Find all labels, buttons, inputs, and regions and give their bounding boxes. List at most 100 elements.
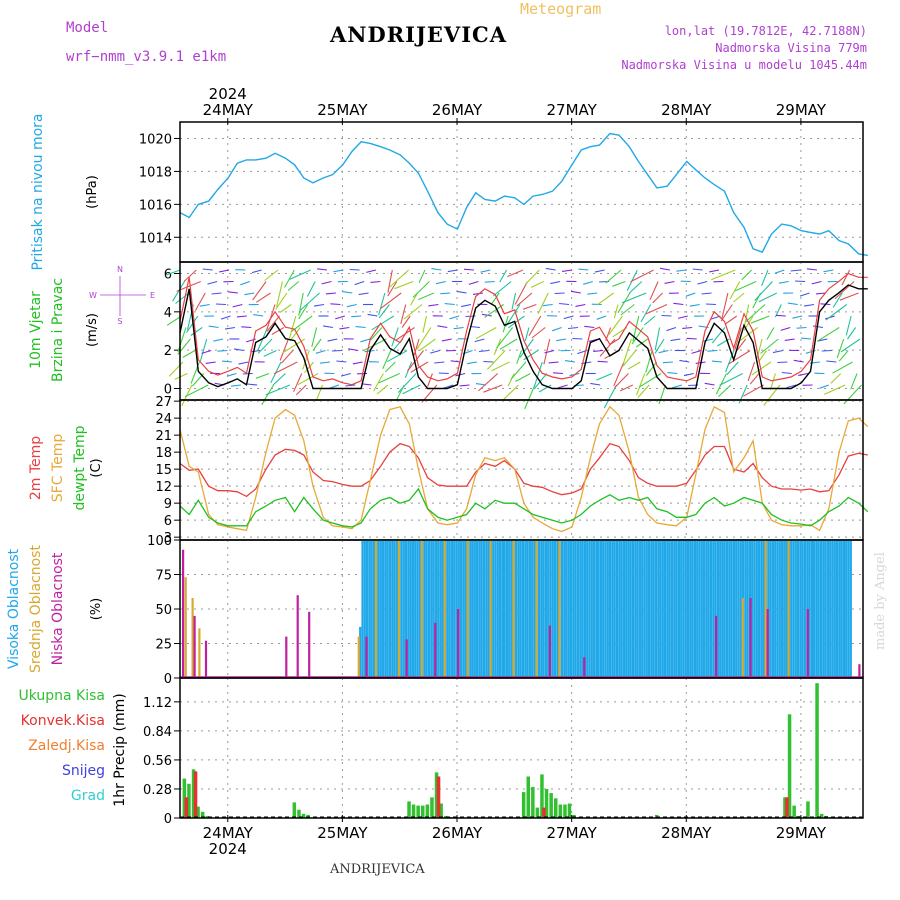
wind-arrow	[677, 315, 688, 319]
wind-arrow	[570, 290, 581, 294]
cloud-bar-0	[760, 540, 763, 678]
wind-arrow	[786, 384, 797, 389]
wind-arrow	[511, 292, 517, 310]
wind-arrow	[166, 269, 181, 276]
wind-arrow	[750, 315, 770, 324]
cloud-bar-0	[593, 540, 596, 678]
wind-arrow	[211, 292, 222, 295]
cloud-bar-0	[824, 540, 827, 678]
wind-arrow	[830, 373, 842, 384]
wind-arrow	[652, 292, 663, 304]
bottom-day-label: 27MAY	[547, 824, 598, 842]
cloud-bar-0	[414, 540, 417, 678]
wind-arrow	[630, 269, 654, 283]
wind-arrow	[182, 350, 196, 358]
wind-arrow	[333, 269, 344, 273]
precip-bar-0	[554, 798, 558, 818]
credit-label: made by Angel	[873, 552, 888, 650]
wind-arrow	[444, 303, 455, 306]
wind-arrow	[247, 383, 258, 386]
wind-arrow	[401, 315, 411, 328]
wind-arrow	[453, 326, 464, 330]
precip-bar-1	[542, 807, 546, 818]
wind-arrow	[499, 338, 518, 350]
wind-arrow	[640, 304, 652, 323]
cloud-bar-0	[654, 540, 658, 678]
wind-arrow	[481, 313, 492, 317]
wind-arrow	[777, 361, 788, 364]
wind-arrow	[354, 280, 365, 286]
precip-bar-0	[819, 813, 824, 818]
precip-bar-0	[421, 805, 425, 818]
wind-arrow	[225, 326, 236, 330]
wind-arrow	[612, 280, 626, 287]
wind-arrow	[335, 315, 345, 320]
wind-arrow	[654, 338, 665, 354]
wind-arrow	[345, 384, 356, 387]
wind-arrow	[758, 350, 767, 363]
wind-arrow	[202, 268, 213, 271]
wind-arrow	[323, 325, 334, 329]
cloud-bar-0	[680, 540, 683, 678]
cloud-bar-0	[732, 540, 735, 678]
cloud-bar-0	[845, 540, 848, 678]
wind-arrow	[490, 292, 500, 305]
wind-arrow	[340, 372, 351, 377]
cloud-bar-2	[204, 640, 208, 678]
wind-arrow	[847, 327, 857, 340]
wind-arrow	[437, 325, 448, 329]
cloud-bar-0	[730, 540, 733, 678]
cloud-bar-0	[515, 540, 518, 678]
wind-arrow	[780, 326, 791, 331]
cloud-bar-0	[799, 540, 802, 678]
cloud-bar-1	[184, 577, 187, 678]
wind-arrow	[366, 269, 377, 273]
wind-arrow	[284, 269, 295, 288]
wind-arrow	[380, 292, 402, 310]
wind-arrow	[496, 327, 514, 349]
wind-arrow	[707, 349, 718, 352]
wind-arrow	[255, 292, 271, 303]
wind-arrow	[244, 292, 255, 296]
cloud-bar-0	[836, 540, 839, 678]
wind-arrow	[620, 304, 635, 316]
temp-line-2m-temp	[179, 442, 868, 498]
wind-arrow	[385, 361, 396, 373]
wind-arrow	[418, 338, 436, 352]
precip-bar-0	[787, 714, 792, 818]
cloud-bar-0	[838, 540, 841, 678]
wind-arrow	[711, 327, 726, 344]
cloud-bar-2	[715, 615, 718, 678]
wind-arrow	[682, 326, 693, 329]
wind-arrow	[823, 269, 834, 273]
cloud-bar-0	[448, 540, 451, 678]
wind-arrow	[386, 350, 408, 363]
wind-arrow	[823, 384, 846, 395]
cloud-bar-2	[766, 609, 769, 678]
cloud-bar-0	[622, 540, 625, 678]
wind-arrow	[672, 384, 683, 389]
wind-arrow	[613, 361, 625, 387]
wind-arrow	[306, 281, 316, 297]
cloud-bar-1	[191, 598, 194, 678]
precip-bar-0	[407, 801, 411, 818]
wind-arrow	[312, 338, 322, 351]
cloud-bar-0	[707, 540, 710, 678]
cloud-bar-0	[803, 540, 807, 678]
cloud-bar-0	[822, 540, 825, 678]
top-day-label: 25MAY	[317, 101, 368, 119]
wind-arrow	[177, 327, 187, 353]
cloud-bar-0	[460, 540, 463, 678]
cloud-bar-0	[537, 540, 541, 678]
cloud-bar-0	[783, 540, 786, 678]
wind-arrow	[559, 302, 570, 306]
wind-arrow	[654, 327, 661, 351]
precip-bar-0	[301, 813, 306, 818]
precip-bar-0	[182, 778, 187, 818]
wind-arrow	[336, 360, 347, 363]
cloud-bar-0	[508, 540, 511, 678]
cloud-bar-0	[524, 540, 527, 678]
wind-arrow	[321, 280, 332, 285]
wind-arrow	[507, 269, 524, 278]
wind-arrow	[685, 292, 696, 297]
